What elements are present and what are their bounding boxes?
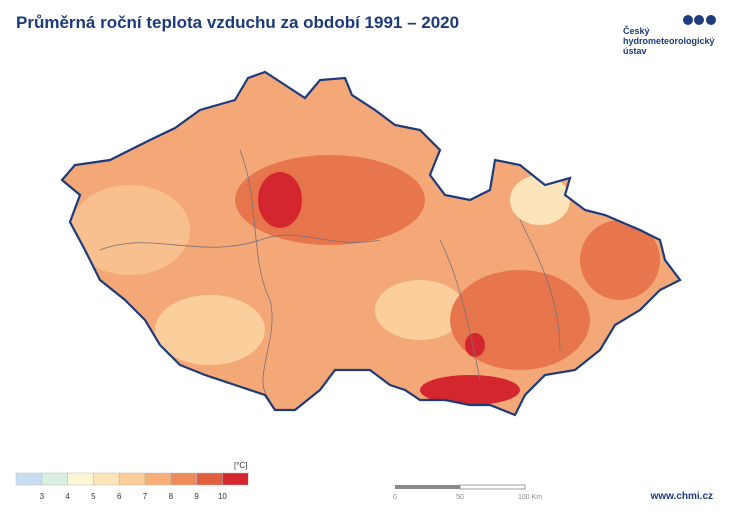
legend: [°C] 3 4 5 6 7 8 9 10 — [15, 461, 249, 501]
logo-text: Český — [623, 25, 650, 36]
logo: Český hydrometeorologický ústav — [623, 15, 716, 56]
url: www.chmi.cz — [650, 491, 713, 502]
legend-swatch — [118, 472, 146, 486]
scale-segment — [459, 484, 526, 490]
legend-swatch — [144, 472, 172, 486]
legend-label: 4 — [65, 492, 70, 501]
logo-dot — [706, 15, 716, 25]
legend-swatch — [170, 472, 197, 486]
scale-label: 50 — [456, 494, 464, 501]
legend-label: 7 — [143, 492, 148, 501]
logo-text: ústav — [623, 46, 647, 56]
legend-label: 3 — [40, 492, 45, 501]
legend-label: 5 — [91, 492, 96, 501]
scale-segment — [395, 485, 460, 489]
legend-unit: [°C] — [234, 461, 247, 470]
legend-swatch — [41, 472, 68, 486]
scale-label: 100 Km — [518, 494, 542, 501]
legend-swatch — [196, 472, 223, 486]
logo-dot — [683, 15, 693, 25]
scale-bar: 0 50 100 Km — [393, 484, 542, 501]
map — [62, 72, 680, 415]
legend-swatch — [15, 472, 43, 486]
legend-label: 10 — [218, 492, 227, 501]
legend-swatch — [222, 472, 249, 486]
logo-text: hydrometeorologický — [623, 36, 715, 46]
title: Průměrná roční teplota vzduchu za období… — [16, 13, 459, 32]
legend-swatch — [93, 472, 120, 486]
legend-label: 6 — [117, 492, 122, 501]
legend-label: 8 — [169, 492, 174, 501]
legend-swatch — [67, 472, 94, 486]
logo-dot — [694, 15, 704, 25]
legend-label: 9 — [194, 492, 199, 501]
scale-label: 0 — [393, 494, 397, 501]
